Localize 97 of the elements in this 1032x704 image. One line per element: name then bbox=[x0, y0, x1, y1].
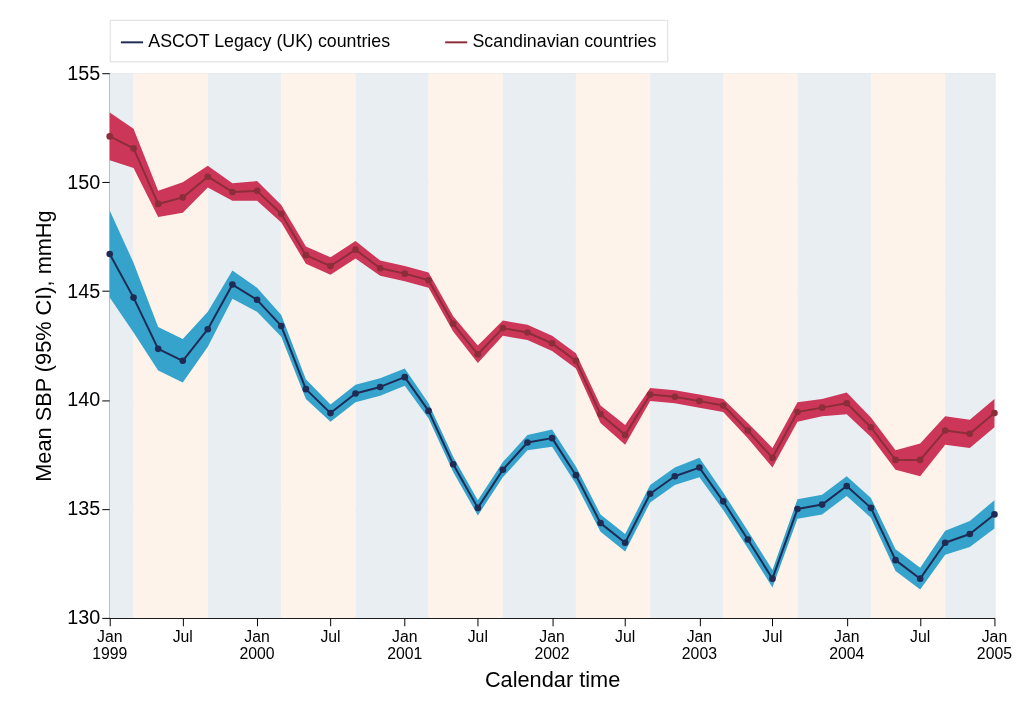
x-tick-label: Jan 2000 bbox=[239, 627, 275, 663]
point bbox=[548, 434, 556, 442]
y-tick-label: 130 bbox=[67, 606, 101, 629]
point bbox=[621, 431, 629, 439]
point bbox=[130, 294, 137, 301]
y-tick-label: 150 bbox=[67, 170, 101, 193]
y-tick-label: 155 bbox=[67, 61, 101, 84]
point bbox=[916, 575, 924, 582]
point bbox=[719, 498, 727, 505]
x-tick-label: Jul bbox=[910, 627, 931, 645]
point bbox=[818, 501, 826, 508]
x-tick-label: Jan 2004 bbox=[829, 627, 865, 663]
point bbox=[719, 402, 727, 409]
x-tick-label: Jul bbox=[320, 627, 341, 645]
point bbox=[794, 505, 801, 513]
point bbox=[327, 262, 334, 270]
y-tick-label: 145 bbox=[67, 279, 101, 302]
point bbox=[229, 281, 236, 288]
x-tick-label: Jul bbox=[172, 627, 193, 645]
point bbox=[401, 270, 409, 277]
point bbox=[867, 504, 875, 512]
point bbox=[449, 460, 457, 468]
y-tick-label: 140 bbox=[67, 388, 101, 411]
point bbox=[524, 329, 531, 336]
point bbox=[744, 427, 752, 434]
point bbox=[991, 409, 998, 417]
point bbox=[744, 536, 752, 543]
point bbox=[277, 322, 285, 330]
y-axis-title: Mean SBP (95% CI), mmHg bbox=[30, 210, 56, 482]
point bbox=[696, 464, 703, 471]
point bbox=[646, 391, 654, 398]
point bbox=[671, 393, 679, 401]
point bbox=[966, 430, 974, 438]
y-tick-label: 135 bbox=[67, 497, 101, 520]
point bbox=[179, 357, 187, 365]
point bbox=[204, 325, 212, 333]
point bbox=[154, 200, 162, 208]
point bbox=[253, 187, 261, 195]
x-tick-label: Jan 1999 bbox=[92, 627, 128, 663]
point bbox=[376, 264, 384, 272]
point bbox=[892, 456, 899, 464]
point bbox=[941, 539, 949, 547]
point bbox=[621, 539, 629, 547]
point bbox=[376, 383, 384, 391]
point bbox=[253, 296, 261, 304]
point bbox=[597, 519, 604, 527]
point bbox=[327, 409, 334, 417]
legend-label: ASCOT Legacy (UK) countries bbox=[148, 31, 391, 52]
point bbox=[352, 246, 359, 253]
point bbox=[401, 373, 409, 381]
point bbox=[696, 397, 703, 405]
point bbox=[572, 357, 580, 365]
point bbox=[352, 390, 359, 397]
point bbox=[302, 385, 310, 393]
point bbox=[843, 482, 851, 490]
point bbox=[106, 133, 114, 140]
point bbox=[991, 511, 998, 518]
point bbox=[671, 472, 679, 480]
point bbox=[229, 188, 236, 196]
point bbox=[769, 454, 776, 462]
point bbox=[425, 407, 432, 415]
x-tick-label: Jul bbox=[615, 627, 636, 645]
point bbox=[499, 466, 507, 474]
point bbox=[204, 173, 212, 181]
legend-label: Scandinavian countries bbox=[472, 31, 657, 52]
point bbox=[941, 427, 949, 434]
point bbox=[106, 250, 114, 258]
point bbox=[646, 490, 654, 498]
x-tick-label: Jan 2003 bbox=[681, 627, 718, 663]
point bbox=[548, 340, 556, 347]
x-tick-label: Jul bbox=[762, 627, 783, 645]
x-tick-label: Jan 2005 bbox=[976, 627, 1013, 663]
point bbox=[794, 408, 801, 416]
point bbox=[499, 324, 507, 332]
point bbox=[892, 556, 899, 564]
point bbox=[179, 194, 187, 201]
point bbox=[524, 439, 531, 446]
x-tick-label: Jan 2001 bbox=[387, 627, 423, 663]
x-tick-label: Jul bbox=[467, 627, 488, 645]
point bbox=[474, 350, 482, 358]
point bbox=[474, 504, 482, 512]
point bbox=[302, 251, 310, 259]
point bbox=[867, 423, 875, 431]
point bbox=[843, 399, 851, 407]
point bbox=[154, 345, 162, 353]
point bbox=[769, 575, 776, 582]
point bbox=[130, 145, 137, 152]
point bbox=[966, 530, 974, 538]
point bbox=[277, 210, 285, 218]
point bbox=[425, 276, 432, 284]
point bbox=[916, 456, 924, 464]
point bbox=[449, 320, 457, 328]
point bbox=[818, 404, 826, 411]
x-axis-title: Calendar time bbox=[484, 667, 621, 693]
point bbox=[572, 471, 580, 479]
x-tick-label: Jan 2002 bbox=[534, 627, 570, 663]
point bbox=[597, 410, 604, 418]
